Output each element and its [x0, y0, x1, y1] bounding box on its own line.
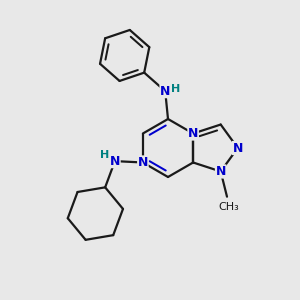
Text: N: N — [110, 154, 120, 168]
Text: N: N — [138, 156, 148, 169]
Text: N: N — [188, 127, 198, 140]
Text: N: N — [232, 142, 243, 154]
Text: N: N — [160, 85, 170, 98]
Text: H: H — [171, 84, 180, 94]
Text: H: H — [100, 150, 110, 160]
Text: CH₃: CH₃ — [219, 202, 239, 212]
Text: N: N — [215, 165, 226, 178]
